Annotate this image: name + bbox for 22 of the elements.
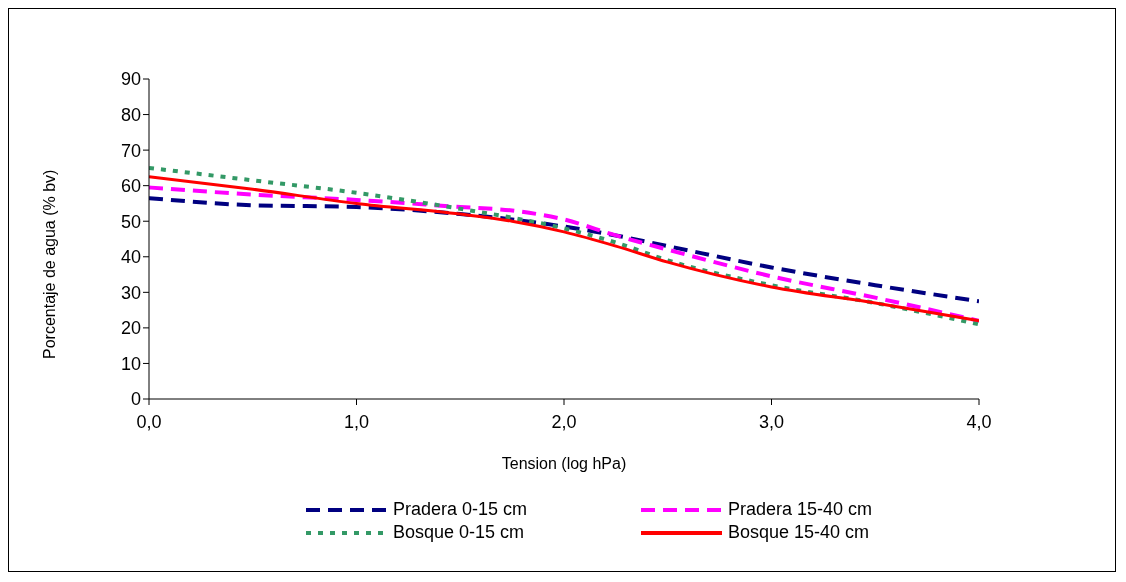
line-series	[149, 196, 979, 304]
y-tick-label: 10	[120, 353, 141, 374]
y-tick-label: 80	[120, 104, 141, 125]
y-tick-label: 20	[120, 318, 141, 339]
x-tick-label: 2,0	[551, 411, 577, 432]
y-tick-label: 50	[120, 211, 141, 232]
legend-label: Pradera 0-15 cm	[393, 499, 528, 520]
x-tick-label: 0,0	[136, 411, 162, 432]
x-tick-label: 3,0	[758, 411, 785, 432]
y-tick-label: 0	[130, 389, 141, 410]
legend-label: Bosque 15-40 cm	[728, 522, 870, 543]
y-axis-title: Porcentaje de agua (% bv)	[40, 169, 58, 359]
legend-label: Bosque 0-15 cm	[393, 522, 525, 543]
x-tick-label: 1,0	[343, 411, 370, 432]
x-tick-label: 4,0	[966, 411, 992, 432]
x-axis-title: Tension (log hPa)	[501, 455, 627, 472]
y-tick-label: 60	[120, 176, 141, 197]
y-tick-label: 30	[120, 282, 141, 303]
y-tick-label: 90	[120, 69, 141, 90]
y-tick-label: 70	[120, 140, 141, 161]
legend-label: Pradera 15-40 cm	[728, 499, 873, 520]
y-tick-label: 40	[120, 247, 141, 268]
